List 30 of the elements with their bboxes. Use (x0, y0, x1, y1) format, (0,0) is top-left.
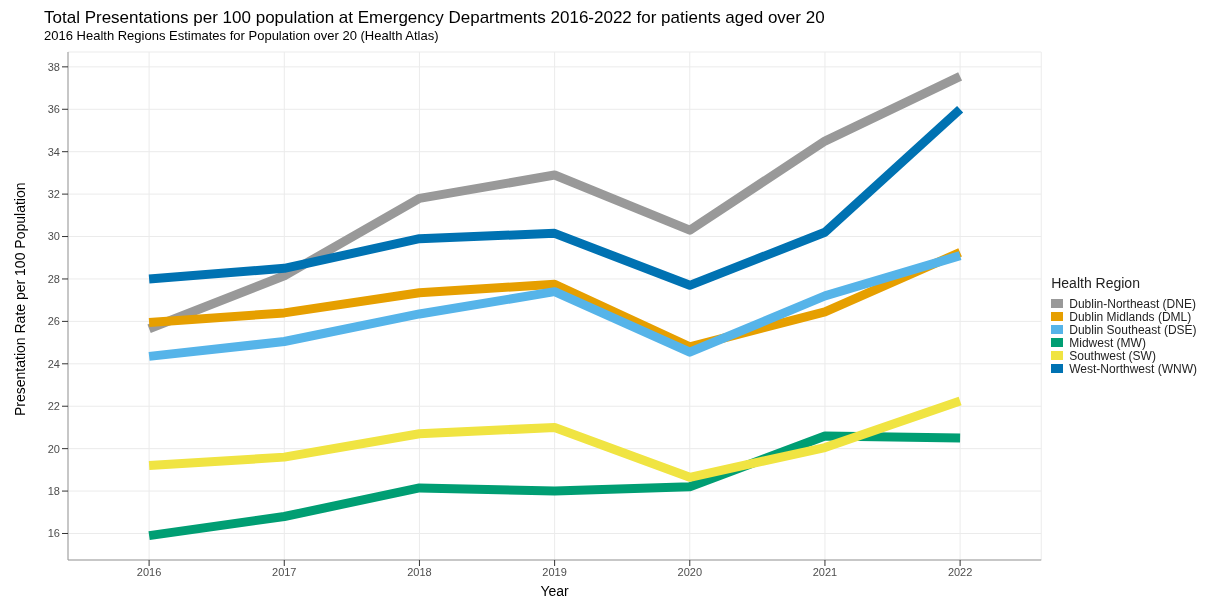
y-tick-label: 22 (47, 400, 60, 413)
x-tick-label: 2021 (812, 565, 838, 578)
y-tick-label: 20 (47, 442, 60, 455)
y-tick-label: 36 (47, 103, 60, 116)
x-tick-label: 2019 (542, 565, 567, 578)
y-tick-label: 38 (47, 60, 60, 73)
x-tick-label: 2017 (272, 565, 297, 578)
legend-label: Dublin-Northeast (DNE) (1069, 296, 1196, 311)
legend-label: Southwest (SW) (1069, 348, 1156, 363)
legend-label: Dublin Southeast (DSE) (1069, 322, 1197, 337)
chart-title: Total Presentations per 100 population at Emergency Departments 2016-2022 for patients aged over 20 (44, 8, 826, 28)
y-tick-label: 28 (47, 272, 60, 285)
legend-label: Dublin Midlands (DML) (1069, 309, 1192, 324)
y-tick-label: 30 (47, 230, 60, 243)
x-tick-label: 2016 (136, 565, 162, 578)
y-tick-label: 16 (47, 527, 60, 540)
x-tick-label: 2018 (407, 565, 432, 578)
legend-label: Midwest (MW) (1069, 335, 1146, 350)
x-axis-title: Year (540, 583, 570, 599)
y-tick-label: 34 (47, 145, 60, 158)
y-tick-label: 26 (47, 315, 60, 328)
y-tick-label: 24 (47, 357, 60, 370)
x-tick-label: 2020 (677, 565, 703, 578)
y-tick-label: 18 (47, 484, 60, 497)
x-tick-label: 2022 (947, 565, 973, 578)
chart-subtitle: 2016 Health Regions Estimates for Population over 20 (Health Atlas) (44, 28, 440, 44)
legend-label: West-Northwest (WNW) (1069, 361, 1197, 376)
y-tick-label: 32 (47, 188, 60, 201)
legend-title: Health Region (1051, 275, 1141, 291)
y-axis-title: Presentation Rate per 100 Population (11, 182, 28, 416)
